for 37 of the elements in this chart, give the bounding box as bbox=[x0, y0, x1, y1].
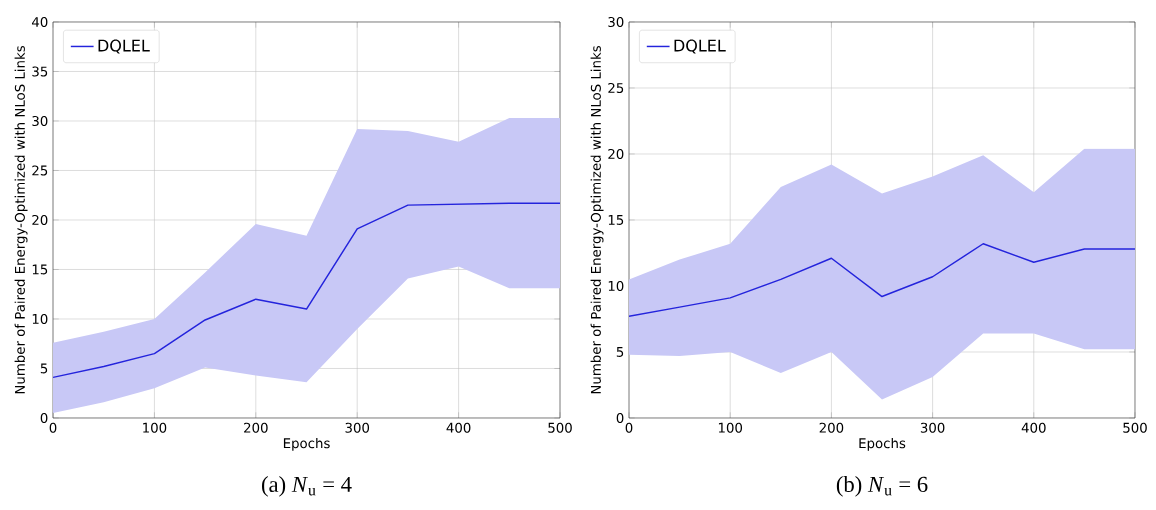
x-tick-label: 0 bbox=[49, 422, 57, 433]
y-axis-title: Number of Paired Energy-Optimized with NLoS Links bbox=[590, 46, 604, 394]
line-series bbox=[629, 243, 1135, 318]
y-tick-label: 5 bbox=[40, 363, 48, 374]
y-tick-label: 5 bbox=[616, 347, 624, 357]
y-tick-label: 0 bbox=[40, 412, 48, 424]
x-tick-label: 500 bbox=[1123, 422, 1147, 433]
x-tick-label: 500 bbox=[548, 422, 572, 433]
legend-label: DQLEL bbox=[98, 39, 150, 54]
y-tick-label: 30 bbox=[608, 16, 624, 28]
text: (a) N$_{u}$ = 4 bbox=[261, 476, 352, 497]
y-axis-title: Number of Paired Energy-Optimized with NLoS Links bbox=[14, 46, 28, 394]
x-axis-title: Epochs bbox=[859, 437, 906, 451]
y-tick-label: 25 bbox=[608, 82, 624, 94]
y-tick-label: 20 bbox=[32, 214, 48, 226]
x-tick-label: 0 bbox=[625, 422, 633, 433]
y-tick-label: 35 bbox=[32, 66, 48, 77]
x-tick-label: 200 bbox=[819, 422, 844, 433]
x-axis-title: Epochs bbox=[283, 437, 330, 451]
x-tick-label: 200 bbox=[244, 422, 268, 433]
legend-label: DQLEL bbox=[674, 39, 726, 54]
y-tick-label: 10 bbox=[608, 280, 624, 292]
text: (b) N$_{u}$ = 6 bbox=[836, 476, 928, 497]
y-tick-label: 15 bbox=[32, 264, 48, 275]
y-tick-label: 0 bbox=[616, 412, 624, 424]
y-tick-label: 15 bbox=[608, 215, 624, 225]
y-tick-label: 25 bbox=[32, 165, 48, 176]
x-tick-label: 100 bbox=[718, 422, 743, 433]
y-tick-label: 30 bbox=[32, 115, 48, 127]
y-tick-label: 40 bbox=[31, 16, 48, 28]
y-tick-label: 20 bbox=[608, 148, 624, 160]
y-tick-label: 10 bbox=[32, 313, 48, 325]
x-tick-label: 300 bbox=[920, 422, 945, 433]
x-tick-label: 300 bbox=[345, 422, 370, 433]
x-tick-label: 400 bbox=[1021, 422, 1046, 433]
x-tick-label: 100 bbox=[143, 422, 167, 433]
x-tick-label: 400 bbox=[446, 422, 471, 433]
